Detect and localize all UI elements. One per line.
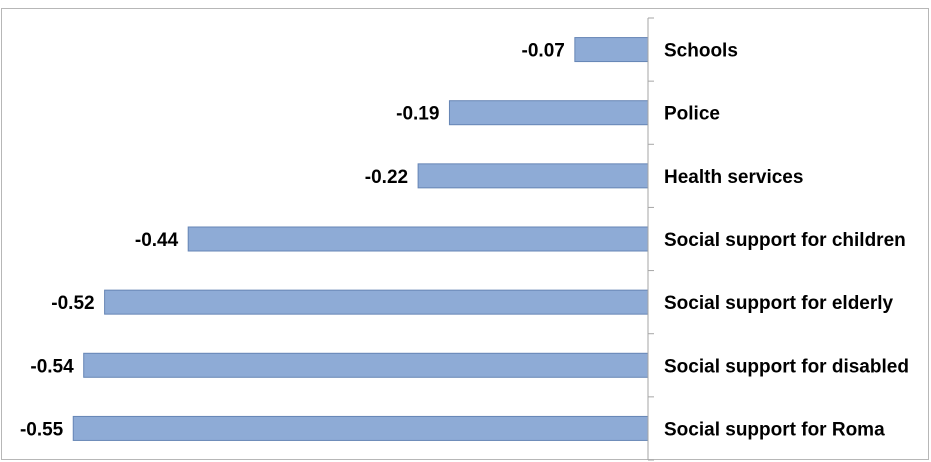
category-tick-label: Police bbox=[664, 104, 720, 125]
bars-layer bbox=[72, 37, 649, 441]
data-label: -0.44 bbox=[135, 230, 179, 251]
category-tick-label: Health services bbox=[664, 167, 803, 188]
data-label: -0.19 bbox=[396, 104, 439, 125]
bar bbox=[574, 37, 649, 63]
data-label: -0.55 bbox=[20, 419, 64, 440]
category-tick-label: Social support for elderly bbox=[664, 293, 894, 314]
bar bbox=[83, 352, 649, 378]
labels-layer: -0.07 Schools -0.19 Police -0.22 Health servi… bbox=[20, 41, 909, 441]
bar bbox=[417, 163, 649, 189]
bar bbox=[187, 226, 649, 252]
data-label: -0.52 bbox=[51, 293, 94, 314]
bar bbox=[448, 100, 649, 126]
category-tick-label: Social support for Roma bbox=[664, 419, 885, 440]
category-axis bbox=[647, 17, 654, 461]
data-label: -0.07 bbox=[522, 41, 565, 62]
data-label: -0.22 bbox=[365, 167, 408, 188]
category-tick-label: Social support for disabled bbox=[664, 356, 909, 377]
category-tick-label: Social support for children bbox=[664, 230, 906, 251]
data-label: -0.54 bbox=[30, 356, 74, 377]
category-tick-label: Schools bbox=[664, 41, 738, 62]
bar bbox=[104, 289, 649, 315]
bar bbox=[72, 415, 649, 441]
